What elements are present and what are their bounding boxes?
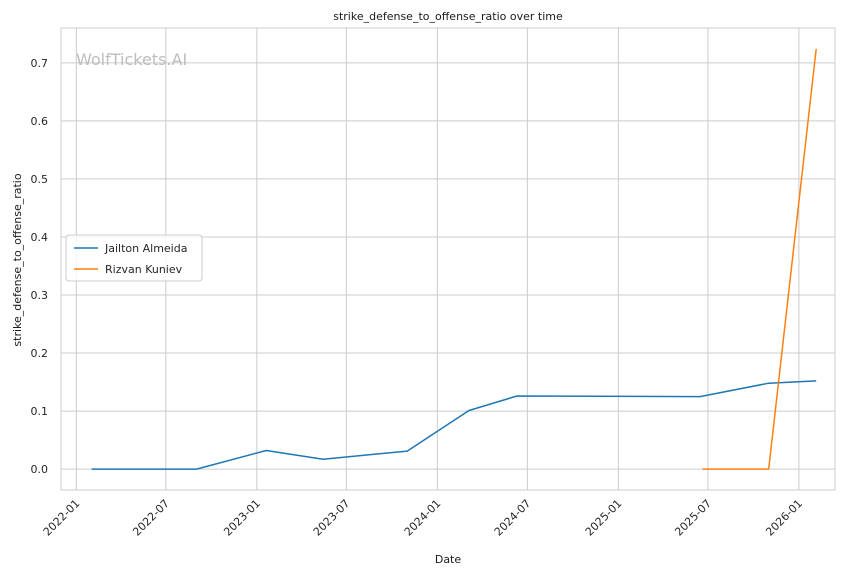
y-tick-label: 0.7 <box>31 57 49 70</box>
x-tick-label: 2026-01 <box>763 497 805 539</box>
x-tick-label: 2024-01 <box>402 497 444 539</box>
y-tick-label: 0.2 <box>31 347 49 360</box>
legend-label-jailton-almeida: Jailton Almeida <box>104 242 187 255</box>
x-tick-label: 2023-07 <box>311 497 353 539</box>
x-tick-label: 2025-01 <box>583 497 625 539</box>
plot-frame <box>60 27 836 491</box>
series-line-rizvan-kuniev <box>702 48 817 470</box>
x-tick-label: 2022-01 <box>41 497 83 539</box>
x-axis-ticks: 2022-01 2022-07 2023-01 2023-07 2024-01 2024-… <box>41 497 805 539</box>
y-tick-label: 0.3 <box>31 289 49 302</box>
series-line-jailton-almeida <box>91 380 817 470</box>
watermark: WolfTickets.AI <box>76 50 187 69</box>
legend-label-rizvan-kuniev: Rizvan Kuniev <box>105 263 183 276</box>
y-tick-label: 0.1 <box>31 405 49 418</box>
y-tick-label: 0.4 <box>31 231 49 244</box>
y-axis-ticks: 0.0 0.1 0.2 0.3 0.4 0.5 0.6 0.7 <box>31 57 49 476</box>
x-tick-label: 2022-07 <box>130 497 172 539</box>
y-tick-label: 0.6 <box>31 115 49 128</box>
x-tick-label: 2023-01 <box>221 497 263 539</box>
chart-title: strike_defense_to_offense_ratio over tim… <box>333 10 563 23</box>
y-tick-label: 0.0 <box>31 463 49 476</box>
x-tick-label: 2025-07 <box>672 497 714 539</box>
legend-box <box>65 234 203 282</box>
x-axis-title: Date <box>435 553 462 566</box>
legend: Jailton Almeida Rizvan Kuniev <box>65 234 203 282</box>
y-tick-label: 0.5 <box>31 173 49 186</box>
x-tick-label: 2024-07 <box>492 497 534 539</box>
y-axis-title: strike_defense_to_offense_ratio <box>11 173 24 346</box>
series-layer <box>91 48 817 470</box>
